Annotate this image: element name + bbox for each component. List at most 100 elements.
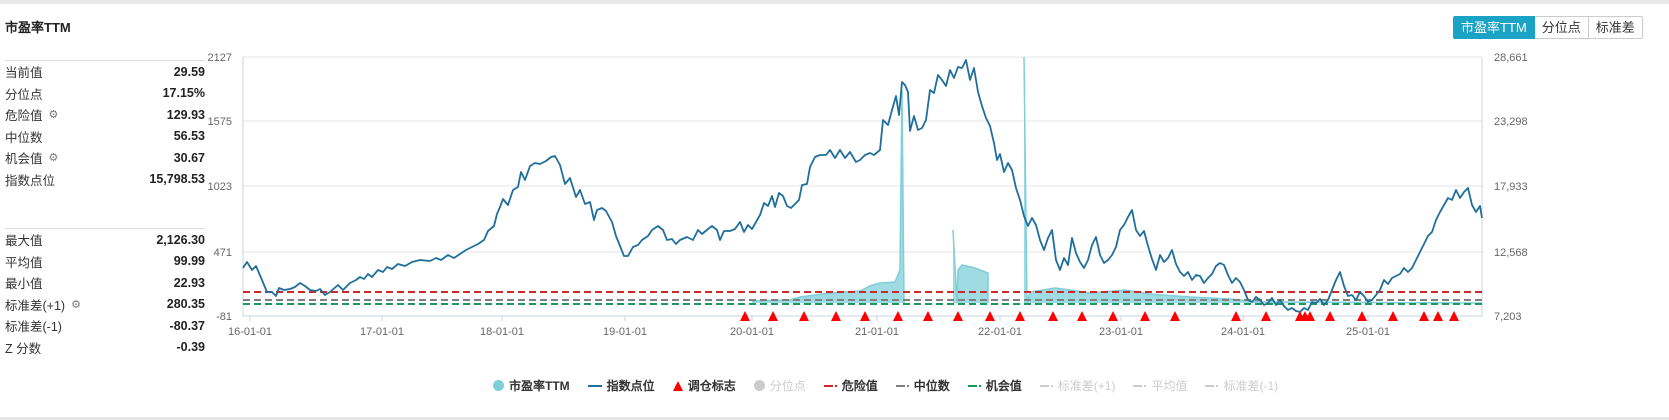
pe-area [752,90,904,303]
line-icon [587,384,602,387]
rebalance-marker[interactable] [740,311,750,321]
stat-label-text: 最大值 [5,234,43,249]
legend-item[interactable]: 指数点位 [587,377,655,394]
index-line [242,59,1483,313]
stat-label: 当前值 [5,62,43,81]
stat-row: 中位数 56.53 [5,126,205,148]
x-tick-label: 18-01-01 [480,326,524,338]
stat-row: 最大值 2,126.30 [5,229,205,251]
rebalance-marker[interactable] [1231,311,1241,321]
y-right-tick-label: 7,203 [1494,311,1522,323]
stat-value: 30.67 [173,150,205,165]
legend-label: 调仓标志 [687,379,736,393]
dash-line-icon [1205,384,1219,387]
legend-item[interactable]: 平均值 [1133,377,1187,394]
bottom-divider [0,417,1669,420]
stat-label-text: 指数点位 [5,173,56,188]
stat-value: 129.93 [166,107,205,122]
stat-row: 标准差(+1) ⚙ 280.35 [5,294,205,316]
rebalance-marker[interactable] [860,311,870,321]
rebalance-marker[interactable] [1305,311,1315,321]
legend-item[interactable]: 机会值 [967,377,1022,394]
rebalance-marker[interactable] [831,311,841,321]
legend-label: 标准差(+1) [1057,379,1116,393]
pe-line [952,229,989,304]
stat-row: 标准差(-1) -80.37 [5,315,205,337]
tab-percentile[interactable]: 分位点 [1534,16,1589,39]
stat-label: 指数点位 [5,170,55,189]
dash-line-icon [1133,384,1147,387]
y-left-tick-label: 1575 [208,116,232,128]
stat-value: 56.53 [173,129,205,144]
stat-label-text: 中位数 [5,130,43,145]
legend-item[interactable]: 标准差(-1) [1205,377,1278,394]
legend-label: 机会值 [985,379,1022,393]
panel-title: 市盈率TTM [5,20,71,35]
rebalance-marker[interactable] [1108,311,1118,321]
rebalance-marker[interactable] [1170,311,1180,321]
legend-item[interactable]: 危险值 [823,377,878,394]
rebalance-marker[interactable] [893,311,903,321]
rebalance-marker[interactable] [768,311,778,321]
stat-label-text: 标准差(+1) [5,298,66,313]
x-tick-label: 25-01-01 [1346,326,1390,338]
rebalance-marker[interactable] [1261,311,1271,321]
legend-label: 市盈率TTM [509,379,570,393]
stat-value: 280.35 [166,297,205,312]
stat-value: 15,798.53 [149,172,205,187]
stat-label-text: 机会值 [5,152,43,167]
rebalance-marker[interactable] [799,311,809,321]
stat-row: 危险值 ⚙ 129.93 [5,104,205,126]
stat-label: 中位数 [5,127,43,146]
stat-label: 分位点 [5,84,43,103]
top-divider [0,0,1669,4]
legend-item[interactable]: 调仓标志 [672,377,736,394]
legend-label: 中位数 [913,379,950,393]
legend-item[interactable]: 中位数 [895,377,950,394]
gear-icon[interactable]: ⚙ [48,109,59,122]
tab-pe-ttm[interactable]: 市盈率TTM [1453,16,1535,39]
stat-label: 最大值 [5,230,43,249]
x-tick-label: 23-01-01 [1099,326,1143,338]
stat-label: 危险值 ⚙ [5,105,58,124]
gear-icon[interactable]: ⚙ [71,298,81,311]
legend-item[interactable]: 标准差(+1) [1039,377,1116,394]
stat-label-text: Z 分数 [5,341,42,356]
legend-label: 危险值 [841,379,878,393]
tab-std-dev[interactable]: 标准差 [1588,16,1643,39]
rebalance-marker[interactable] [1048,311,1058,321]
rebalance-marker[interactable] [953,311,963,321]
legend-item[interactable]: 分位点 [753,377,806,394]
pe-line [751,89,905,304]
stat-label: 标准差(-1) [5,316,62,335]
rebalance-marker[interactable] [1388,311,1398,321]
gear-icon[interactable]: ⚙ [48,152,59,165]
rebalance-marker[interactable] [1449,311,1459,321]
legend-item[interactable]: 市盈率TTM [493,377,570,394]
rebalance-marker[interactable] [1140,311,1150,321]
rebalance-marker[interactable] [1433,311,1443,321]
stat-label-text: 标准差(-1) [5,320,62,335]
stats-group-current: 当前值 29.59 分位点 17.15% 危险值 ⚙ 129.93 中位数 56.53 机会值 ⚙ 3… [5,60,205,190]
stat-value: 22.93 [173,275,205,290]
stat-label: 标准差(+1) ⚙ [5,295,81,314]
rebalance-marker[interactable] [1015,311,1025,321]
circle-icon [493,380,504,391]
rebalance-marker[interactable] [1325,311,1335,321]
stat-row: 机会值 ⚙ 30.67 [5,147,205,169]
stat-row: 当前值 29.59 [5,61,205,83]
dash-line-icon [967,384,981,387]
y-right-tick-label: 28,661 [1494,52,1528,64]
stat-value: 29.59 [173,64,205,79]
rebalance-marker[interactable] [985,311,995,321]
stat-label-text: 分位点 [5,87,43,102]
rebalance-marker[interactable] [1419,311,1429,321]
stat-row: 最小值 22.93 [5,272,205,294]
rebalance-marker[interactable] [923,311,933,321]
stat-value: -80.37 [169,318,205,333]
stat-label: 最小值 [5,273,43,292]
rebalance-marker[interactable] [1077,311,1087,321]
stat-value: -0.39 [176,340,206,355]
legend-label: 标准差(-1) [1223,379,1279,393]
rebalance-marker[interactable] [1357,311,1367,321]
